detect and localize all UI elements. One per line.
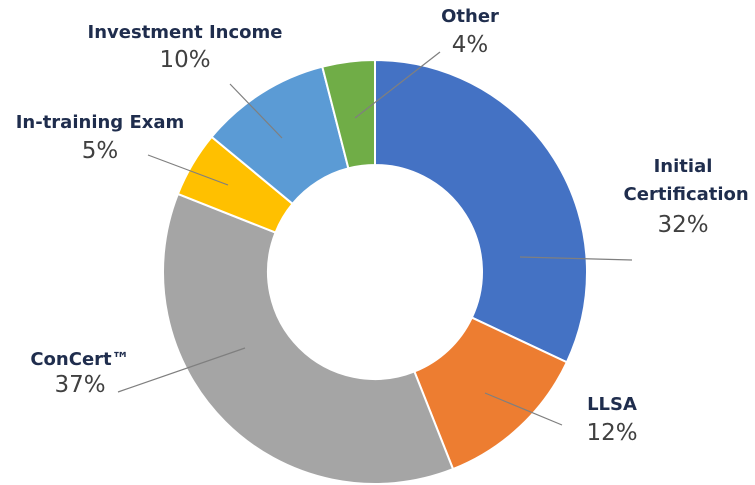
leader-line xyxy=(354,51,441,119)
leader-line xyxy=(147,154,229,186)
leader-line xyxy=(117,347,246,393)
value-label: 4% xyxy=(452,32,489,58)
donut-slice xyxy=(321,58,376,170)
slice-label: LLSA xyxy=(587,394,637,415)
slice-label: Initial Certification xyxy=(617,156,748,205)
value-label: 37% xyxy=(54,372,105,398)
value-label: 12% xyxy=(586,420,637,446)
value-label: 10% xyxy=(159,47,210,73)
slice-label: In-training Exam xyxy=(16,112,185,133)
slice-label: ConCert™ xyxy=(30,349,129,370)
donut-slice xyxy=(374,58,588,364)
leader-line xyxy=(484,392,563,426)
slice-label: Other xyxy=(441,6,499,27)
leader-line xyxy=(229,83,283,139)
leader-line xyxy=(519,256,633,261)
value-label: 5% xyxy=(82,138,119,164)
slice-label: Investment Income xyxy=(88,22,283,43)
donut-slice xyxy=(162,192,455,485)
value-label: 32% xyxy=(657,212,708,238)
